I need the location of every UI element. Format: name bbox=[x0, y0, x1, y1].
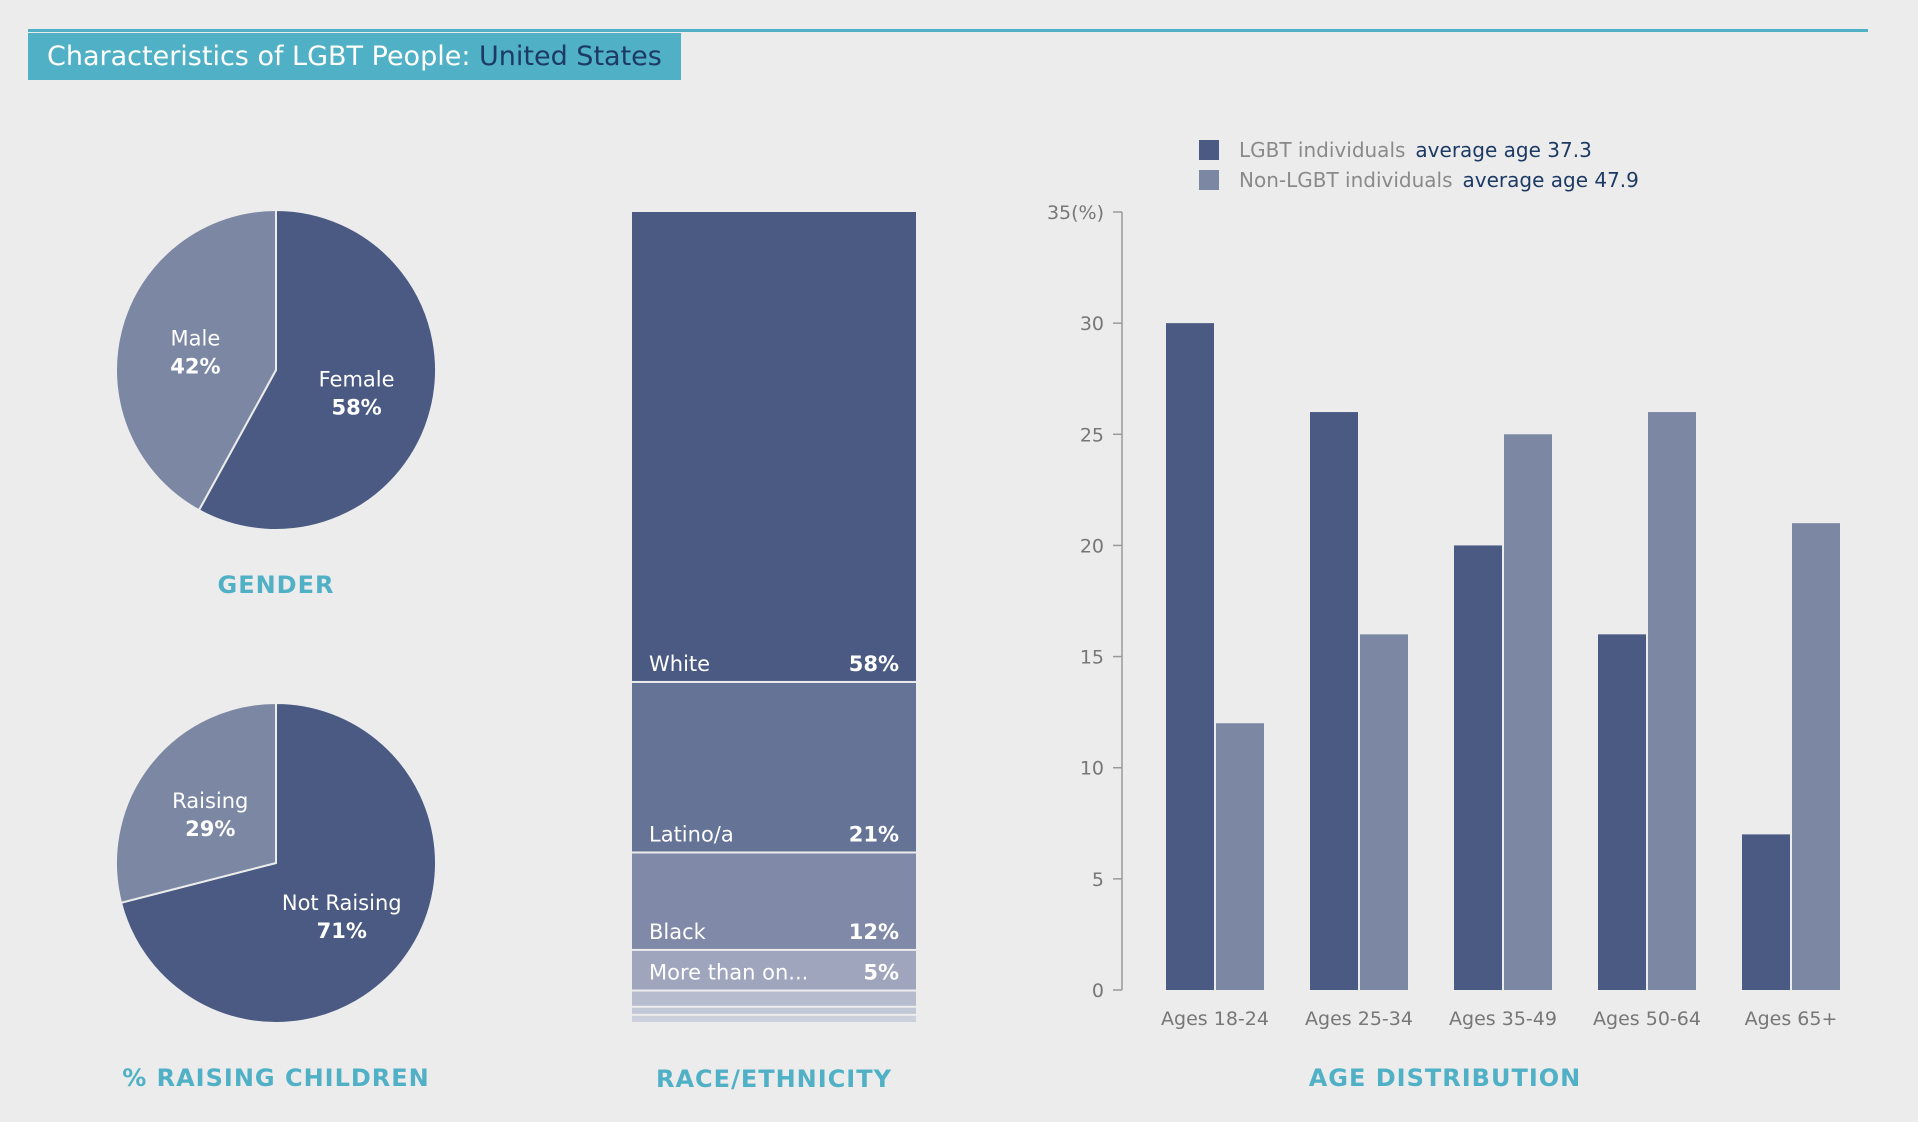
y-tick-label: 10 bbox=[1080, 758, 1104, 780]
y-tick-label: 0 bbox=[1092, 980, 1104, 1002]
stack-value-black: 12% bbox=[849, 920, 899, 944]
legend-swatch-non-lgbt-individuals bbox=[1199, 170, 1219, 190]
pie-label-raising: Raising bbox=[172, 789, 248, 813]
pie-label-male: Male bbox=[171, 326, 221, 350]
gender-pie: Female 58% Male 42% bbox=[115, 208, 437, 531]
bar-non-lgbt-individuals-ages-65 bbox=[1792, 523, 1840, 990]
pie-slice-female bbox=[197, 208, 437, 531]
stack-segment-white bbox=[632, 212, 916, 681]
stack-segment-other-5 bbox=[632, 1007, 916, 1014]
race-ethnicity-panel-title: RACE/ETHNICITY bbox=[656, 1065, 892, 1093]
bar-non-lgbt-individuals-ages-50-64 bbox=[1648, 412, 1696, 990]
x-tick-label: Ages 35-49 bbox=[1449, 1008, 1557, 1030]
legend-series-note: average age 37.3 bbox=[1415, 138, 1591, 162]
stack-value-latino-a: 21% bbox=[849, 822, 899, 846]
stack-segment-other-4 bbox=[632, 991, 916, 1006]
legend-series-name: LGBT individuals bbox=[1239, 138, 1405, 162]
gender-panel-title: GENDER bbox=[217, 571, 335, 599]
pie-value-female: 58% bbox=[331, 396, 381, 420]
header-rule bbox=[28, 29, 1868, 32]
stack-label-black: Black bbox=[649, 920, 707, 944]
stack-label-latino-a: Latino/a bbox=[649, 822, 734, 846]
stack-label-more-than-on: More than on... bbox=[649, 961, 808, 985]
legend-series-note: average age 47.9 bbox=[1463, 168, 1639, 192]
race-ethnicity-stacked-bar: White 58% Latino/a 21% Black 12% More than on.… bbox=[632, 212, 916, 1022]
bar-lgbt-individuals-ages-65 bbox=[1742, 834, 1790, 990]
bar-lgbt-individuals-ages-25-34 bbox=[1310, 412, 1358, 990]
y-tick-label: 35(%) bbox=[1047, 202, 1104, 224]
pie-slice-male bbox=[115, 208, 277, 512]
legend-swatch-lgbt-individuals bbox=[1199, 140, 1219, 160]
bar-lgbt-individuals-ages-18-24 bbox=[1166, 323, 1214, 991]
age-distribution-chart: 0 5 10 15 20 25 30 35(%) Ages 18-24 Ages 25-34 Age… bbox=[1047, 202, 1840, 1030]
legend-label-lgbt-individuals: LGBT individuals average age 37.3 bbox=[1239, 138, 1592, 162]
pie-label-not-raising: Not Raising bbox=[282, 891, 402, 915]
pie-slice-not-raising bbox=[119, 701, 437, 1024]
stack-value-white: 58% bbox=[849, 652, 899, 676]
x-tick-label: Ages 25-34 bbox=[1305, 1008, 1413, 1030]
stack-segment-other-6 bbox=[632, 1015, 916, 1022]
raising-children-panel-title: % RAISING CHILDREN bbox=[122, 1064, 430, 1092]
age-distribution-panel-title: AGE DISTRIBUTION bbox=[1308, 1064, 1582, 1092]
bar-non-lgbt-individuals-ages-35-49 bbox=[1504, 434, 1552, 990]
page-title-location: United States bbox=[479, 41, 662, 72]
age-distribution-legend: LGBT individuals average age 37.3 Non-LGBT… bbox=[1199, 138, 1639, 192]
pie-slice-raising bbox=[115, 701, 277, 905]
pie-value-not-raising: 71% bbox=[317, 919, 367, 943]
bar-lgbt-individuals-ages-50-64 bbox=[1598, 634, 1646, 990]
legend-series-name: Non-LGBT individuals bbox=[1239, 168, 1453, 192]
pie-label-female: Female bbox=[319, 368, 395, 392]
y-tick-label: 25 bbox=[1080, 424, 1104, 446]
stack-segment-latino-a bbox=[632, 682, 916, 852]
stack-segment-more-than-on bbox=[632, 950, 916, 990]
y-tick-label: 5 bbox=[1092, 869, 1104, 891]
bar-non-lgbt-individuals-ages-25-34 bbox=[1360, 634, 1408, 990]
y-tick-label: 15 bbox=[1080, 647, 1104, 669]
x-tick-label: Ages 50-64 bbox=[1593, 1008, 1701, 1030]
x-tick-label: Ages 18-24 bbox=[1161, 1008, 1269, 1030]
page-title: Characteristics of LGBT People: United S… bbox=[28, 33, 681, 80]
page-title-prefix: Characteristics of LGBT People: bbox=[47, 41, 471, 72]
pie-value-male: 42% bbox=[170, 354, 220, 378]
y-tick-label: 30 bbox=[1080, 313, 1104, 335]
stack-segment-black bbox=[632, 853, 916, 949]
y-tick-label: 20 bbox=[1080, 535, 1104, 557]
stack-value-more-than-on: 5% bbox=[863, 961, 899, 985]
stack-label-white: White bbox=[649, 652, 710, 676]
pie-value-raising: 29% bbox=[185, 817, 235, 841]
x-tick-label: Ages 65+ bbox=[1745, 1008, 1838, 1030]
legend-label-non-lgbt-individuals: Non-LGBT individuals average age 47.9 bbox=[1239, 168, 1639, 192]
raising-children-pie: Not Raising 71% Raising 29% bbox=[115, 701, 437, 1024]
bar-lgbt-individuals-ages-35-49 bbox=[1454, 545, 1502, 990]
bar-non-lgbt-individuals-ages-18-24 bbox=[1216, 723, 1264, 990]
